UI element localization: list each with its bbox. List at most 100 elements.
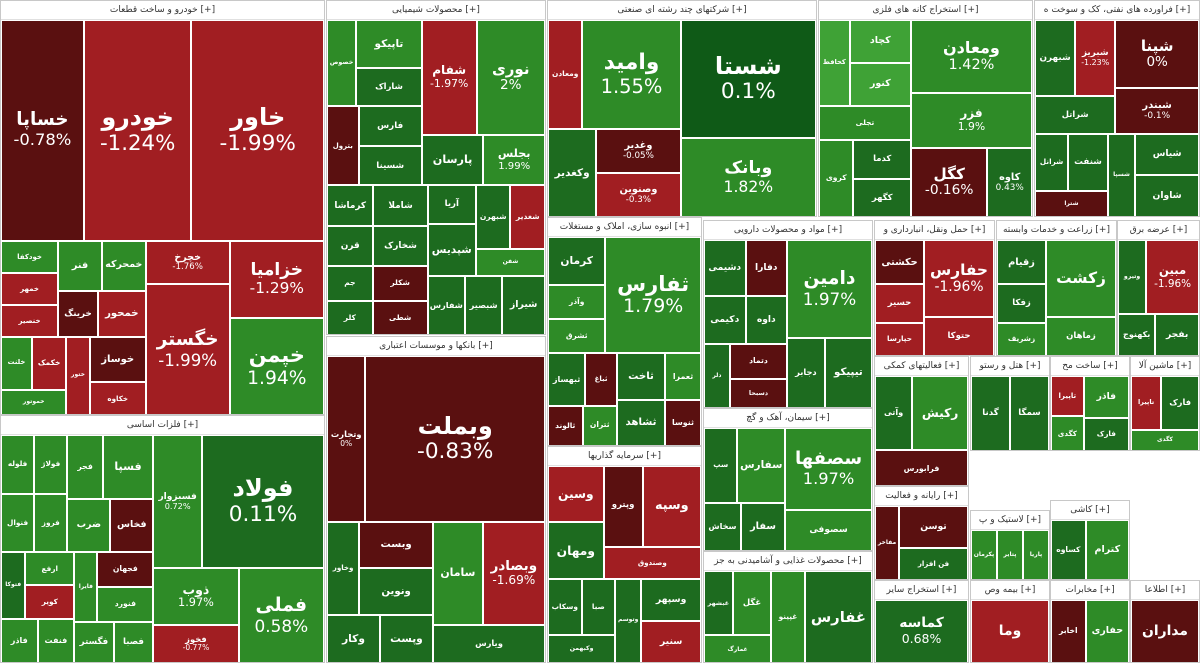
sector-title[interactable]: محصولات شیمیایی [+] — [327, 1, 545, 20]
stock-tile[interactable]: سفار — [740, 502, 786, 550]
stock-tile[interactable]: گدنا — [971, 376, 1010, 450]
stock-tile[interactable]: سامان — [432, 522, 483, 625]
stock-tile[interactable]: ومعادن — [548, 20, 583, 129]
stock-tile[interactable]: قرن — [327, 225, 374, 267]
sector-title[interactable]: هتل و رستو [+] — [971, 357, 1049, 376]
stock-tile[interactable]: وبصادر -1.69% — [482, 522, 545, 625]
stock-tile[interactable]: وتجارت 0% — [327, 356, 366, 523]
sector-title[interactable]: شرکتهای چند رشته ای صنعتی [+] — [548, 1, 816, 20]
sector-title[interactable]: کاشی [+] — [1051, 501, 1129, 520]
stock-tile[interactable]: شپدیس — [427, 224, 476, 277]
stock-tile[interactable]: رکیش — [912, 376, 968, 451]
stock-tile[interactable]: کدما — [853, 140, 911, 179]
stock-tile[interactable]: سصوفی — [785, 510, 872, 550]
stock-tile[interactable]: شطی — [372, 300, 428, 334]
sector-title[interactable]: فراورده های نفتی، کک و سوخت ه [+] — [1035, 1, 1199, 20]
stock-tile[interactable]: فروز — [34, 493, 68, 553]
stock-tile[interactable]: شبهرن — [475, 185, 511, 249]
stock-tile[interactable]: حفاری — [1085, 600, 1129, 662]
stock-tile[interactable]: ارفع — [25, 552, 75, 586]
stock-tile[interactable]: خنصیر — [1, 304, 59, 337]
stock-tile[interactable]: حفارس -1.96% — [924, 240, 994, 318]
stock-tile[interactable]: سفارس — [737, 428, 786, 503]
stock-tile[interactable]: خودرو -1.24% — [83, 20, 192, 241]
stock-tile[interactable]: وسپهر — [641, 578, 701, 621]
stock-tile[interactable]: دامین 1.97% — [787, 240, 872, 338]
stock-tile[interactable]: مفاخر — [875, 506, 899, 579]
sector-title[interactable]: محصولات غذایی و آشامیدنی به جز [+] — [704, 552, 872, 571]
stock-tile[interactable]: فنر — [58, 240, 102, 291]
stock-tile[interactable]: وسپه — [642, 466, 701, 547]
sector-title[interactable]: سیمان، آهک و گچ [+] — [704, 409, 872, 428]
stock-tile[interactable]: کرماشا — [327, 185, 374, 226]
stock-tile[interactable]: زماهان — [1046, 317, 1116, 355]
stock-tile[interactable]: وصندوق — [603, 546, 701, 579]
stock-tile[interactable]: ویارس — [432, 624, 545, 662]
stock-tile[interactable]: کگل -0.16% — [910, 147, 988, 216]
stock-tile[interactable]: غگل — [732, 571, 772, 636]
stock-tile[interactable]: وپست — [379, 614, 433, 662]
stock-tile[interactable]: فجهان — [97, 552, 154, 588]
sector-title[interactable]: لاستیک و پ [+] — [971, 511, 1049, 530]
stock-tile[interactable]: دسبحا — [729, 378, 787, 407]
stock-tile[interactable]: وآذر — [548, 285, 606, 320]
stock-tile[interactable]: ثشرق — [548, 319, 606, 354]
stock-tile[interactable]: فارک — [1161, 376, 1199, 430]
stock-tile[interactable]: شیاس — [1135, 133, 1199, 176]
stock-tile[interactable]: خکاوه — [89, 382, 146, 414]
stock-tile[interactable]: پکرمان — [971, 530, 997, 579]
stock-tile[interactable]: فولاژ — [34, 435, 68, 494]
stock-tile[interactable]: شغدیر — [510, 185, 545, 249]
sector-title[interactable]: بانکها و موسسات اعتباری [+] — [327, 337, 545, 356]
stock-tile[interactable]: جم — [327, 266, 373, 301]
stock-tile[interactable]: زقیام — [997, 240, 1046, 285]
stock-tile[interactable]: ختور — [66, 336, 90, 414]
stock-tile[interactable]: فنوال — [1, 493, 35, 553]
stock-tile[interactable]: فجر — [67, 435, 103, 500]
stock-tile[interactable]: توسن — [899, 506, 968, 548]
stock-tile[interactable]: کماسه 0.68% — [875, 600, 968, 662]
sector-title[interactable]: ماشین آلا [+] — [1131, 357, 1199, 376]
stock-tile[interactable]: ونوین — [359, 568, 433, 615]
stock-tile[interactable]: کلر — [327, 300, 373, 334]
stock-tile[interactable]: دفارا — [745, 240, 787, 296]
stock-tile[interactable]: شفن — [475, 248, 545, 277]
stock-tile[interactable]: کویر — [25, 585, 75, 619]
stock-tile[interactable]: اخابر — [1051, 600, 1086, 662]
stock-tile[interactable]: وغدیر -0.05% — [596, 128, 681, 173]
sector-title[interactable]: مواد و محصولات دارویی [+] — [704, 221, 872, 240]
stock-tile[interactable]: وخاور — [327, 522, 360, 615]
stock-tile[interactable]: کساوه — [1051, 520, 1086, 579]
stock-tile[interactable]: وسکاب — [548, 578, 582, 635]
sector-title[interactable]: حمل ونقل، انبارداری و [+] — [875, 221, 994, 240]
stock-tile[interactable]: کگدی — [1131, 430, 1199, 450]
stock-tile[interactable]: مداران — [1131, 600, 1199, 662]
stock-tile[interactable]: تاپیرا — [1051, 376, 1084, 417]
sector-title[interactable]: استخراج کانه های فلزی [+] — [819, 1, 1032, 20]
stock-tile[interactable]: فسبزوار 0.72% — [153, 435, 203, 568]
stock-tile[interactable]: فتوکا — [1, 552, 26, 619]
sector-title[interactable]: خودرو و ساخت قطعات [+] — [1, 1, 324, 20]
stock-tile[interactable]: خچرخ -1.76% — [145, 240, 230, 285]
stock-tile[interactable]: شرانل — [1035, 133, 1069, 191]
stock-tile[interactable]: شاملا — [373, 185, 428, 226]
stock-tile[interactable]: وامید 1.55% — [582, 20, 681, 129]
sector-title[interactable]: عرضه برق [+] — [1118, 221, 1199, 240]
stock-tile[interactable]: ومعادن 1.42% — [910, 20, 1032, 93]
stock-tile[interactable]: خوساز — [89, 336, 146, 383]
sector-title[interactable]: فلزات اساسی [+] — [1, 416, 324, 435]
stock-tile[interactable]: خکمک — [31, 336, 67, 390]
stock-tile[interactable]: شنفت — [1068, 133, 1108, 191]
stock-tile[interactable]: خرینگ — [58, 290, 98, 337]
stock-tile[interactable]: شفام -1.97% — [421, 20, 477, 135]
stock-tile[interactable]: فاذر — [1083, 376, 1129, 418]
stock-tile[interactable]: کچاد — [849, 20, 911, 64]
stock-tile[interactable]: فملی 0.58% — [238, 568, 324, 662]
stock-tile[interactable]: ثشاهد — [617, 399, 665, 445]
stock-tile[interactable]: سصفها 1.97% — [785, 428, 872, 510]
stock-tile[interactable]: حسیر — [875, 284, 924, 323]
stock-tile[interactable]: کحافظ — [819, 20, 850, 107]
stock-tile[interactable]: داوه — [745, 296, 787, 344]
stock-tile[interactable]: کاوه 0.43% — [987, 147, 1032, 216]
sector-title[interactable]: استخراج سایر [+] — [875, 581, 968, 600]
